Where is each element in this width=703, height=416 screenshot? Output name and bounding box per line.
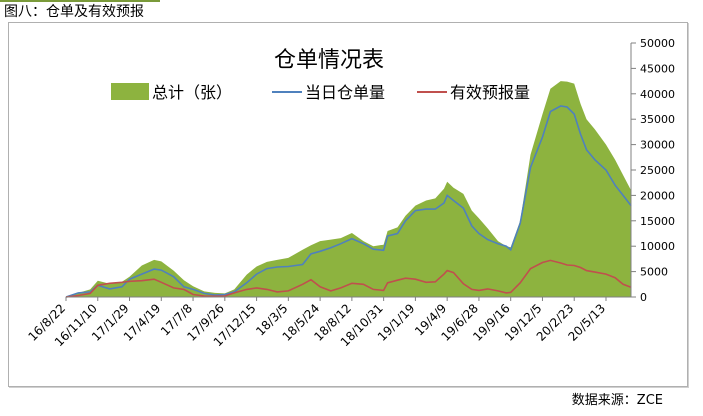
y-tick-label: 20000 bbox=[640, 189, 675, 202]
y-tick-label: 50000 bbox=[640, 37, 675, 50]
plot-area bbox=[65, 81, 632, 298]
y-tick-label: 35000 bbox=[640, 113, 675, 126]
y-tick-label: 5000 bbox=[640, 266, 668, 279]
series-line-effective-forecast bbox=[65, 259, 632, 298]
warehouse-receipt-chart: 仓单情况表 总计（张） 当日仓单量 有效预报量 0 5000 10000 15000 2… bbox=[26, 37, 675, 349]
y-tick-label: 30000 bbox=[640, 139, 675, 152]
series-line-daily-receipts bbox=[65, 105, 632, 298]
y-tick-label: 15000 bbox=[640, 215, 675, 228]
figure-caption: 图八：仓单及有效预报 bbox=[4, 4, 144, 20]
y-axis: 0 5000 10000 15000 20000 25000 30000 35000 40000… bbox=[630, 37, 675, 304]
legend-label-daily: 当日仓单量 bbox=[305, 83, 385, 102]
y-tick-label: 0 bbox=[640, 291, 647, 304]
data-source: 数据来源：ZCE bbox=[571, 393, 663, 408]
series-area-total bbox=[66, 81, 631, 297]
top-accent-line bbox=[0, 0, 160, 2]
legend-label-forecast: 有效预报量 bbox=[450, 83, 530, 102]
y-tick-label: 25000 bbox=[640, 164, 675, 177]
chart-legend: 总计（张） 当日仓单量 有效预报量 bbox=[111, 83, 530, 102]
chart-frame: 仓单情况表 总计（张） 当日仓单量 有效预报量 0 5000 10000 15000 2… bbox=[8, 22, 688, 387]
y-tick-label: 45000 bbox=[640, 62, 675, 75]
y-tick-label: 40000 bbox=[640, 88, 675, 101]
chart-title: 仓单情况表 bbox=[274, 48, 384, 73]
x-axis: 16/8/2216/11/1017/1/2917/4/1917/7/817/9/… bbox=[26, 296, 631, 349]
y-tick-label: 10000 bbox=[640, 240, 675, 253]
legend-label-total: 总计（张） bbox=[152, 83, 232, 102]
legend-swatch-total bbox=[111, 83, 149, 100]
